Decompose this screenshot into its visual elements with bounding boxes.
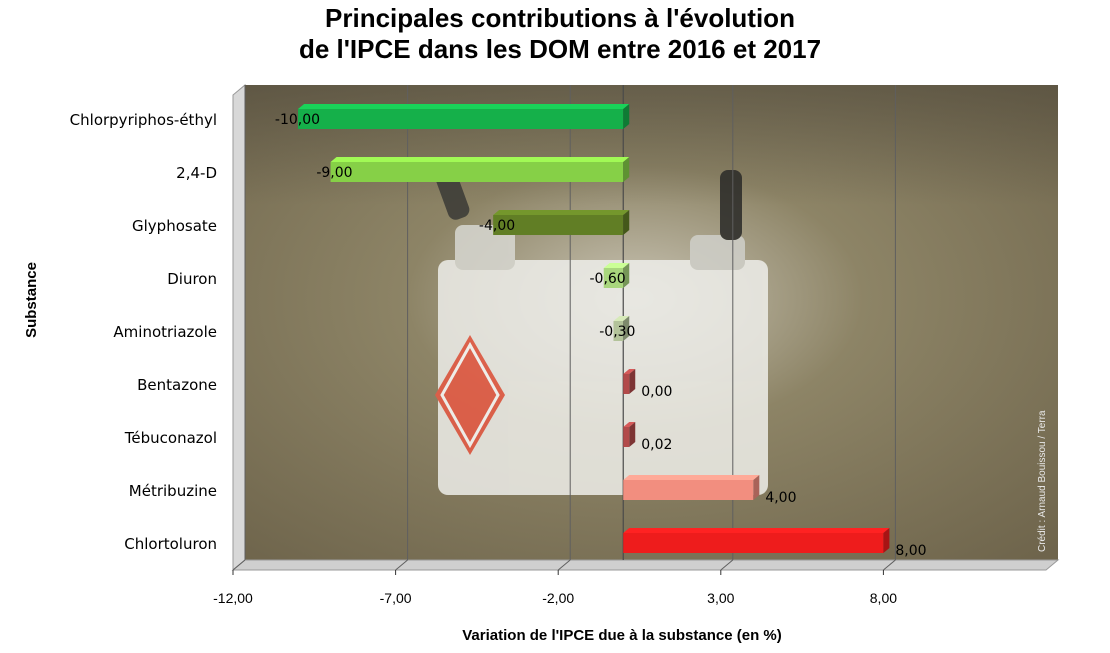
gridline-floor-1: [395, 559, 408, 571]
bar-bentazone-face: [623, 374, 630, 394]
bar-metribuzine-side: [753, 475, 760, 500]
gridline-floor-4: [883, 559, 896, 571]
bar-chlortoluron: [623, 528, 890, 553]
x-tick-label-0: -12,00: [213, 590, 253, 606]
bar-tebuconazol-top: [623, 422, 636, 427]
x-tick-labels: -12,00 -7,00 -2,00 3,00 8,00: [213, 590, 897, 606]
bar-diuron-top: [603, 263, 630, 268]
chart-title-line-1: Principales contributions à l'évolution: [325, 3, 795, 33]
category-label-glyphosate: Glyphosate: [132, 217, 217, 235]
bar-bentazone-top: [623, 369, 636, 374]
x-tick-label-4: 8,00: [870, 590, 897, 606]
bar-tebuconazol-face: [623, 427, 630, 447]
data-label-aminotriazole: -0,30: [599, 324, 635, 340]
bar-aminotriazole: [613, 316, 630, 341]
bar-glyphosate-side: [623, 210, 630, 235]
bar-2-4-d-side: [623, 157, 630, 182]
category-label-chlorpyriphos-ethyl: Chlorpyriphos-éthyl: [70, 111, 217, 129]
x-tick-label-3: 3,00: [707, 590, 734, 606]
bar-glyphosate-top: [493, 210, 630, 215]
data-label-bentazone: 0,00: [641, 384, 672, 400]
bar-2-4-d-face: [330, 162, 624, 182]
x-tick-label-2: -2,00: [542, 590, 574, 606]
bar-chlorpyriphos-ethyl: [298, 104, 630, 129]
category-label-bentazone: Bentazone: [137, 376, 217, 394]
data-label-metribuzine: 4,00: [765, 490, 796, 506]
category-label-diuron: Diuron: [167, 270, 217, 288]
y-axis-title: Substance: [23, 262, 40, 338]
plot-area: Crédit : Arnaud Bouissou / Terra: [231, 83, 1060, 572]
bar-tebuconazol-side: [629, 422, 636, 447]
category-label-chlortoluron: Chlortoluron: [124, 535, 217, 553]
bar-bentazone-side: [629, 369, 636, 394]
bar-chlortoluron-top: [623, 528, 890, 533]
bar-chlorpyriphos-ethyl-top: [298, 104, 630, 109]
x-tick-label-1: -7,00: [380, 590, 412, 606]
x-axis-title: Variation de l'IPCE due à la substance (…: [462, 627, 782, 644]
bar-glyphosate: [493, 210, 630, 235]
bar-chlortoluron-side: [883, 528, 890, 553]
bar-diuron-face: [603, 268, 624, 288]
bar-chlorpyriphos-ethyl-side: [623, 104, 630, 129]
category-label-tebuconazol: Tébuconazol: [124, 429, 217, 447]
gridline-floor-3: [720, 559, 734, 571]
plot-shade-top: [245, 85, 1058, 205]
bar-layer: -10,00 -9,00 -4,00 -0,60 -0,30 0,00 0,02 4,00 8,…: [275, 104, 927, 559]
data-label-chlorpyriphos-ethyl: -10,00: [275, 112, 320, 128]
data-label-tebuconazol: 0,02: [641, 437, 672, 453]
plot-floor: [231, 559, 1060, 571]
bar-diuron: [603, 263, 630, 288]
gridline-floor-0: [232, 559, 246, 571]
gridline-floor-2: [557, 559, 571, 571]
bar-tebuconazol: [623, 422, 636, 447]
plot-side-wall: [232, 83, 246, 572]
canister-image: [432, 160, 768, 495]
data-label-chlortoluron: 8,00: [895, 543, 926, 559]
bar-2-4-d-top: [330, 157, 630, 162]
data-label-2-4-d: -9,00: [316, 165, 352, 181]
bar-chlortoluron-face: [623, 533, 884, 553]
bar-chlorpyriphos-ethyl-face: [298, 109, 624, 129]
data-label-glyphosate: -4,00: [479, 218, 515, 234]
bar-2-4-d: [330, 157, 630, 182]
category-labels: Chlorpyriphos-éthyl 2,4-D Glyphosate Diuron…: [70, 111, 217, 553]
bar-aminotriazole-side: [623, 316, 630, 341]
data-label-diuron: -0,60: [589, 271, 625, 287]
category-label-metribuzine: Métribuzine: [129, 482, 217, 500]
bar-metribuzine: [623, 475, 760, 500]
photo-credit: Crédit : Arnaud Bouissou / Terra: [1037, 410, 1048, 552]
bar-metribuzine-face: [623, 480, 754, 500]
bar-bentazone: [623, 369, 636, 394]
bar-aminotriazole-face: [613, 321, 624, 341]
bar-metribuzine-top: [623, 475, 760, 480]
bar-aminotriazole-top: [613, 316, 630, 321]
bar-glyphosate-face: [493, 215, 624, 235]
bar-diuron-side: [623, 263, 630, 288]
category-label-2-4-d: 2,4-D: [176, 164, 217, 182]
chart-title-line-2: de l'IPCE dans les DOM entre 2016 et 201…: [299, 34, 821, 64]
category-label-aminotriazole: Aminotriazole: [113, 323, 217, 341]
